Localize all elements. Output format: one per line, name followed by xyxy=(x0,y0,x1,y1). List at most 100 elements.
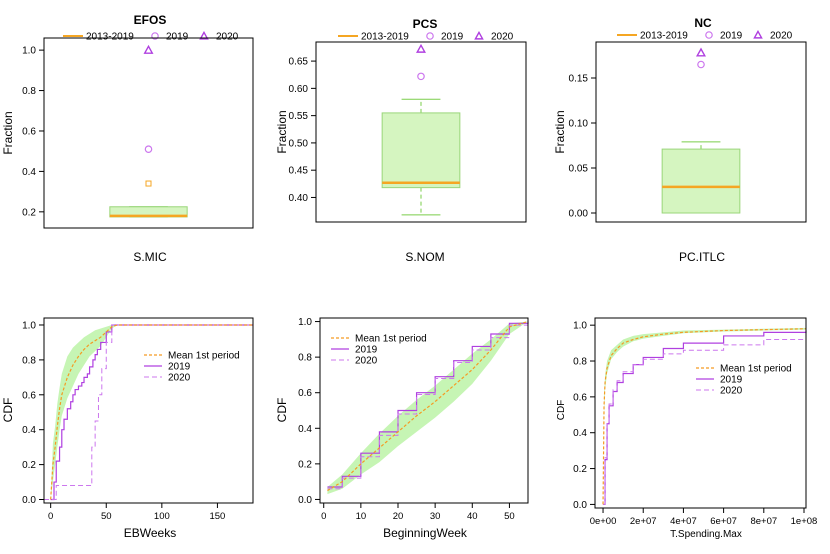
legend-marker-2019 xyxy=(705,31,713,39)
x-tick-label: 50 xyxy=(101,511,112,522)
chart-ebweeks: 0.0 0.2 0.4 0.6 0.8 1.0 0 50 100 150 Mean 1st peri… xyxy=(1,317,254,540)
y-axis-label: Fraction xyxy=(1,111,15,154)
confidence-band xyxy=(603,327,806,505)
x-tick-label: 30 xyxy=(430,511,441,522)
y-tick-label: 0.6 xyxy=(298,388,312,399)
legend-label-2019: 2019 xyxy=(355,345,378,356)
x-tick-label: 2e+07 xyxy=(630,516,657,527)
legend-marker-2020 xyxy=(199,30,209,40)
legend: 2013-2019 2019 2020 xyxy=(338,30,514,43)
box-iqr xyxy=(381,112,461,189)
plot-frame xyxy=(43,37,254,229)
point-2020 xyxy=(696,47,706,57)
series-mean-line xyxy=(602,328,807,505)
box-plot xyxy=(661,141,741,214)
x-axis-label: PC.ITLC xyxy=(679,250,725,264)
y-tick-label: 0.50 xyxy=(289,138,309,149)
x-tick-label: 40 xyxy=(467,511,478,522)
x-tick-label: 100 xyxy=(154,511,170,522)
y-tick-label: 0.8 xyxy=(298,353,312,364)
legend-label-2020: 2020 xyxy=(770,31,793,42)
point-2019 xyxy=(417,72,425,81)
legend-label-2020: 2020 xyxy=(720,386,743,397)
y-tick-label: 0.4 xyxy=(22,425,36,436)
y-axis-label: CDF xyxy=(1,398,15,423)
legend-label-2019: 2019 xyxy=(441,32,464,43)
legend-label-2019: 2019 xyxy=(720,31,743,42)
y-axis-label: CDF xyxy=(556,400,567,421)
series-mean-line xyxy=(327,320,529,492)
y-tick-label: 0.2 xyxy=(22,207,36,218)
plot-frame xyxy=(315,41,527,223)
legend-label-2019: 2019 xyxy=(720,375,743,386)
plot-frame xyxy=(319,317,529,504)
legend-label-period: 2013-2019 xyxy=(361,32,409,43)
y-axis: 0.2 0.4 0.6 0.8 1.0 xyxy=(22,46,44,218)
y-axis-label: Fraction xyxy=(553,110,567,153)
y-tick-label: 0.0 xyxy=(573,500,587,511)
point-2020 xyxy=(143,44,154,54)
y-tick-label: 0.4 xyxy=(573,428,587,439)
y-axis: 0.0 0.2 0.4 0.6 0.8 1.0 xyxy=(298,317,320,506)
x-tick-label: 50 xyxy=(504,511,515,522)
plot-frame xyxy=(595,41,807,223)
chart-title: EFOS xyxy=(134,13,167,27)
chart-beginningweek: 0.0 0.2 0.4 0.6 0.8 1.0 0 10 20 30 40 50 Mean 1st pe… xyxy=(275,317,529,540)
y-tick-label: 0.10 xyxy=(569,119,589,130)
chart-tspending: 0.0 0.2 0.4 0.6 0.8 1.0 0e+00 2e+07 4e+07 6e+07 8e… xyxy=(556,317,818,540)
x-tick-label: 0 xyxy=(48,511,53,522)
y-tick-label: 0.2 xyxy=(573,464,587,475)
legend-marker-2020 xyxy=(753,29,763,39)
y-axis-label: Fraction xyxy=(275,110,289,153)
x-tick-label: 20 xyxy=(393,511,404,522)
x-axis-label: T.Spending.Max xyxy=(670,529,742,540)
y-tick-label: 0.55 xyxy=(289,111,309,122)
x-axis: 0 10 20 30 40 50 xyxy=(321,503,515,522)
legend: 2013-2019 2019 2020 xyxy=(63,30,239,43)
y-tick-label: 0.45 xyxy=(289,166,309,177)
legend-marker-2019 xyxy=(151,32,159,40)
y-tick-label: 1.0 xyxy=(298,317,312,328)
y-tick-label: 0.8 xyxy=(22,86,36,97)
plot-frame xyxy=(594,317,807,509)
y-tick-label: 0.2 xyxy=(298,459,312,470)
y-tick-label: 0.4 xyxy=(22,167,36,178)
x-axis-label: EBWeeks xyxy=(124,526,176,540)
legend-label-mean: Mean 1st period xyxy=(720,364,792,375)
x-tick-label: 10 xyxy=(356,511,367,522)
legend-marker-2019 xyxy=(426,32,434,40)
legend-label-mean: Mean 1st period xyxy=(355,334,427,345)
legend-label-2019: 2019 xyxy=(168,362,191,373)
legend: 2013-2019 2019 2020 xyxy=(617,29,793,42)
box-plot xyxy=(381,98,461,216)
plot-frame xyxy=(43,317,254,504)
y-tick-label: 0.6 xyxy=(22,390,36,401)
y-axis-label: CDF xyxy=(275,398,289,423)
y-tick-label: 0.6 xyxy=(573,392,587,403)
legend-marker-2020 xyxy=(474,30,484,40)
x-tick-label: 4e+07 xyxy=(670,516,697,527)
legend-label-2019: 2019 xyxy=(166,32,189,43)
y-axis: 0.0 0.2 0.4 0.6 0.8 1.0 xyxy=(573,321,595,511)
x-axis-label: BeginningWeek xyxy=(383,526,468,540)
chart-pcs: PCS 2013-2019 2019 2020 0.40 0.45 0.50 0.55 0.60… xyxy=(275,17,527,264)
x-axis-label: S.MIC xyxy=(133,250,167,264)
series-2020-line xyxy=(327,321,529,490)
y-tick-label: 1.0 xyxy=(573,321,587,332)
x-tick-label: 0 xyxy=(321,511,326,522)
series-2020-line xyxy=(603,334,807,505)
y-tick-label: 0.65 xyxy=(289,57,309,68)
legend-label-2020: 2020 xyxy=(355,356,378,367)
y-axis: 0.40 0.45 0.50 0.55 0.60 0.65 xyxy=(289,57,316,204)
chart-title: NC xyxy=(694,16,712,30)
y-tick-label: 0.8 xyxy=(573,357,587,368)
y-tick-label: 1.0 xyxy=(22,320,36,331)
point-2020 xyxy=(416,43,426,53)
y-tick-label: 0.15 xyxy=(569,74,589,85)
x-tick-label: 1e+08 xyxy=(791,516,818,527)
outlier-point xyxy=(145,180,152,187)
legend-label-2020: 2020 xyxy=(216,32,239,43)
